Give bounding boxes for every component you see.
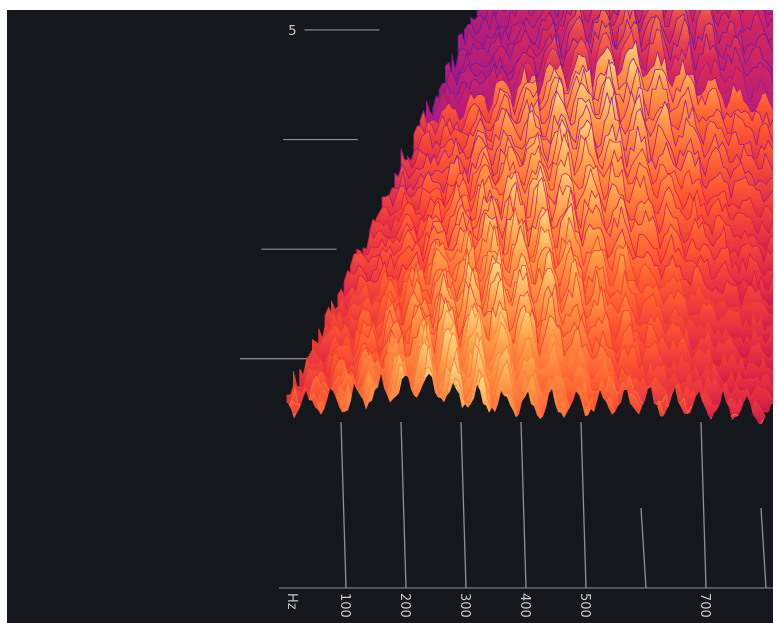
- spectrum-surface: [7, 10, 773, 623]
- frequency-tick: [400, 421, 407, 589]
- frequency-tick: [580, 421, 587, 589]
- frequency-tick: [520, 421, 527, 589]
- frequency-tick: [340, 421, 347, 589]
- time-tick-label: 5: [288, 24, 296, 39]
- frequency-tick-label: 200: [397, 593, 412, 618]
- frequency-tick: [760, 507, 767, 589]
- frequency-tick-label: 700: [697, 593, 712, 618]
- frequency-tick-label: 400: [517, 593, 532, 618]
- frequency-tick: [460, 421, 467, 589]
- frequency-tick-label: 100: [337, 593, 352, 618]
- frequency-axis: Hz 100 200 300 400 500 700: [279, 421, 773, 618]
- frequency-tick-label: 500: [577, 593, 592, 618]
- foreground-mask: [7, 373, 773, 623]
- frequency-tick: [700, 421, 707, 589]
- frequency-tick-label: 300: [457, 593, 472, 618]
- frequency-tick: [640, 507, 647, 589]
- frequency-unit-label: Hz: [284, 593, 299, 610]
